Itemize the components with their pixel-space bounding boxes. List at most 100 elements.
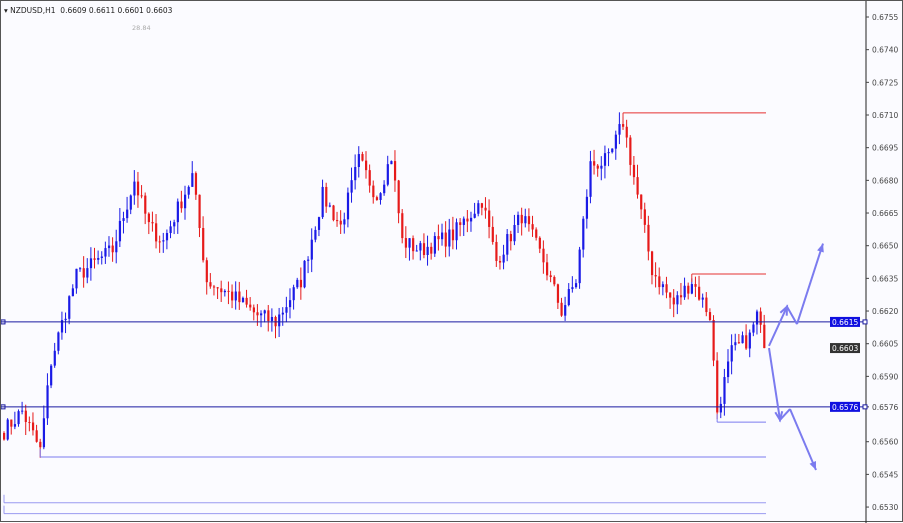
candle-body [10, 419, 13, 427]
candle-body [415, 250, 418, 252]
candle-body [13, 424, 17, 427]
y-tick-label: 0.6680 [872, 176, 898, 185]
y-tick-label: 0.6605 [872, 340, 898, 349]
candle-body [567, 289, 570, 306]
candle-body [31, 422, 35, 431]
candle-body [665, 284, 668, 293]
candle-body [187, 186, 190, 195]
candle-body [582, 218, 585, 250]
candle-body [614, 134, 617, 149]
candle-body [86, 268, 89, 278]
candle-body [21, 410, 24, 412]
candle-body [618, 124, 621, 135]
candle-body [748, 332, 751, 349]
candle-body [50, 365, 53, 386]
candle-body [328, 205, 331, 207]
candle-body [640, 194, 643, 210]
candle-body [701, 297, 704, 300]
candle-body [42, 418, 46, 448]
candle-body [632, 164, 636, 178]
candle-body [82, 268, 85, 278]
candle-body [231, 291, 234, 301]
candle-body [100, 256, 103, 258]
candle-body [390, 161, 393, 165]
candle-body [658, 276, 661, 288]
candle-body [339, 220, 342, 225]
candle-body [498, 260, 502, 263]
y-tick-label: 0.6635 [872, 274, 898, 283]
candle-body [412, 238, 415, 252]
y-tick-label: 0.6695 [872, 144, 898, 153]
current-price-box [830, 343, 860, 354]
candle-body [158, 241, 161, 243]
candle-body [176, 201, 179, 223]
candle-body [538, 237, 541, 249]
candle-body [75, 268, 78, 289]
candle-body [375, 197, 379, 200]
candle-body [488, 210, 491, 227]
candle-body [6, 419, 9, 440]
candle-body [129, 195, 132, 210]
candle-body [303, 260, 306, 288]
candle-body [292, 287, 295, 301]
y-tick-label: 0.6665 [872, 209, 898, 218]
candle-body [596, 165, 599, 169]
bearish-scenario-arrow-path [768, 347, 791, 423]
candle-body [296, 279, 299, 288]
price-label: 0.6615 [832, 318, 858, 327]
candle-body [466, 218, 469, 222]
candle-body [209, 282, 212, 287]
candle-body [535, 229, 538, 238]
candle-body [600, 165, 603, 169]
candle-body [285, 307, 288, 313]
candle-body [524, 216, 527, 224]
candle-body [585, 196, 589, 219]
candle-body [611, 148, 614, 153]
candle-body [484, 207, 487, 211]
candle-body [263, 310, 266, 314]
candle-body [180, 201, 183, 209]
candle-body [737, 342, 741, 344]
dropdown-triangle-icon[interactable]: ▾ [4, 6, 11, 15]
candle-body [546, 262, 549, 276]
candle-body [625, 126, 628, 138]
candle-body [238, 291, 241, 303]
candle-body [151, 222, 154, 224]
candle-body [28, 422, 31, 424]
candle-body [325, 186, 328, 207]
candle-body [690, 284, 693, 294]
candle-body [549, 275, 552, 278]
indicator-value: 28.84 [132, 24, 151, 32]
candle-body [607, 152, 610, 154]
bullish-scenario-arrow-path [768, 304, 798, 347]
candle-body [97, 257, 100, 260]
bullish-scenario-arrow-path [796, 243, 824, 325]
candle-body [477, 203, 480, 214]
candle-body [647, 224, 650, 252]
y-tick-label: 0.6620 [872, 307, 898, 316]
candle-body [469, 217, 473, 222]
price-label-box [830, 316, 860, 327]
candle-body [716, 360, 719, 413]
candle-body [202, 228, 205, 261]
candle-body [495, 241, 498, 261]
candle-body [672, 297, 675, 305]
candle-body [368, 170, 371, 186]
candle-body [133, 181, 136, 196]
candle-body [404, 238, 408, 248]
candle-body [93, 258, 96, 260]
candle-body [220, 288, 223, 293]
candle-body [723, 377, 726, 404]
candle-body [556, 284, 560, 303]
bearish-scenario-arrow-path [789, 408, 817, 471]
candle-body [502, 254, 505, 263]
candle-body [241, 297, 245, 303]
line-handle [862, 319, 868, 325]
candle-body [57, 332, 60, 351]
price-label-box [830, 401, 860, 412]
candle-body [267, 310, 270, 322]
candle-body [683, 285, 686, 298]
y-tick-label: 0.6545 [872, 470, 898, 479]
